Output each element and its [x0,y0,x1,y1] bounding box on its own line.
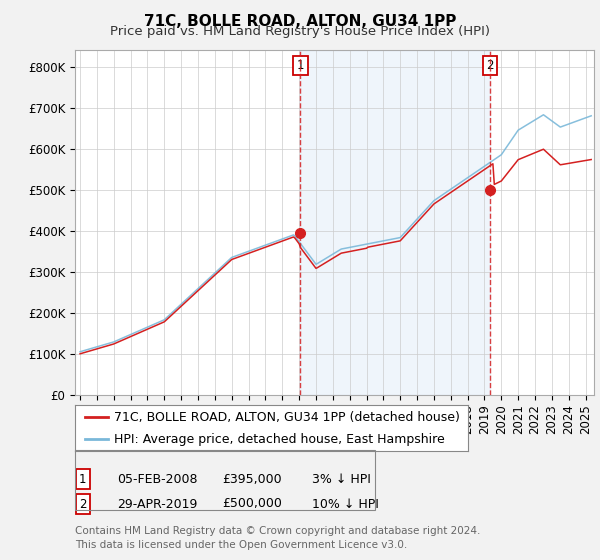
Text: 71C, BOLLE ROAD, ALTON, GU34 1PP: 71C, BOLLE ROAD, ALTON, GU34 1PP [144,14,456,29]
Text: 29-APR-2019: 29-APR-2019 [117,497,197,511]
Text: 2: 2 [79,497,86,511]
Text: 71C, BOLLE ROAD, ALTON, GU34 1PP (detached house): 71C, BOLLE ROAD, ALTON, GU34 1PP (detach… [115,411,460,424]
Text: 1: 1 [79,473,86,486]
Text: Price paid vs. HM Land Registry's House Price Index (HPI): Price paid vs. HM Land Registry's House … [110,25,490,38]
Text: £500,000: £500,000 [222,497,282,511]
Text: Contains HM Land Registry data © Crown copyright and database right 2024.
This d: Contains HM Land Registry data © Crown c… [75,526,481,549]
Text: HPI: Average price, detached house, East Hampshire: HPI: Average price, detached house, East… [115,433,445,446]
Text: 05-FEB-2008: 05-FEB-2008 [117,473,197,486]
Text: 10% ↓ HPI: 10% ↓ HPI [312,497,379,511]
Text: 1: 1 [297,59,304,72]
Text: 3% ↓ HPI: 3% ↓ HPI [312,473,371,486]
Text: 2: 2 [486,59,494,72]
Text: £395,000: £395,000 [222,473,281,486]
Bar [301,50,490,395]
